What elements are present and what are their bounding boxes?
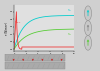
Text: $\tau_{sr}$: $\tau_{sr}$ xyxy=(67,8,72,14)
Bar xyxy=(5,62,65,69)
Text: $\tau_{adh}$: $\tau_{adh}$ xyxy=(14,19,22,26)
Y-axis label: τ (N/mm²): τ (N/mm²) xyxy=(5,22,9,35)
Circle shape xyxy=(84,6,92,21)
Circle shape xyxy=(84,35,92,50)
Bar xyxy=(5,54,65,61)
X-axis label: disp (mm): disp (mm) xyxy=(38,54,50,58)
Text: $\tau_{sf}$: $\tau_{sf}$ xyxy=(67,31,72,38)
Circle shape xyxy=(84,21,92,35)
